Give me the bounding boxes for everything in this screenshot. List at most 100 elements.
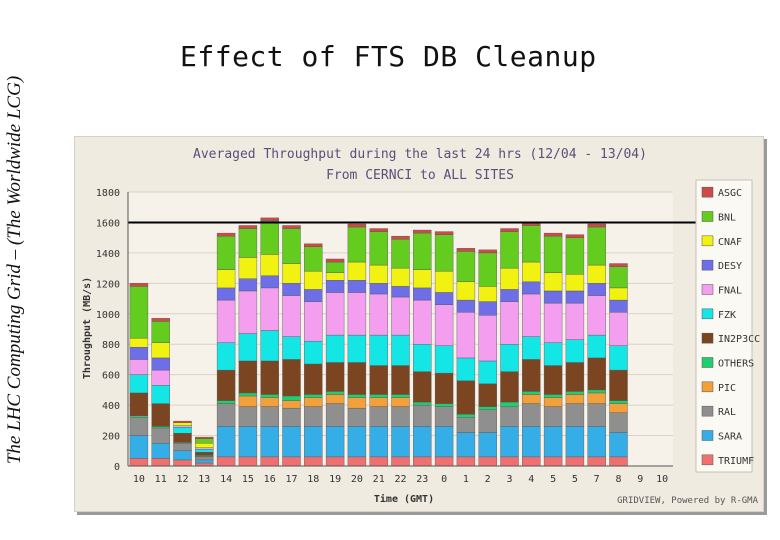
bar-segment <box>304 406 323 427</box>
bar-segment <box>369 228 388 232</box>
bar-segment <box>238 406 258 427</box>
bar-segment <box>151 403 170 427</box>
bar-segment <box>260 394 279 398</box>
legend-label: TRIUMF <box>718 456 754 467</box>
legend-label: OTHERS <box>718 359 754 370</box>
bar-segment <box>500 406 519 427</box>
bar-segment <box>609 312 628 346</box>
bar-segment <box>304 270 323 290</box>
bar-segment <box>565 391 585 395</box>
legend-swatch <box>701 454 714 466</box>
bar-segment <box>522 394 541 404</box>
bar-segment <box>151 426 170 429</box>
bar-segment <box>282 283 301 296</box>
bar-segment <box>260 397 279 407</box>
bar-segment <box>173 420 192 423</box>
bar-segment <box>522 456 541 467</box>
bar-segment <box>304 246 323 272</box>
bar-segment <box>325 280 345 293</box>
bar-segment <box>522 391 541 395</box>
legend-swatch <box>701 332 714 344</box>
chart-footer: GRIDVIEW, Powered by R-GMA <box>617 496 758 506</box>
bar-segment <box>413 401 432 406</box>
bar-segment <box>478 432 497 458</box>
bar-segment <box>500 456 519 467</box>
bar-segment <box>216 369 236 401</box>
x-tick-label: 10 <box>133 474 145 485</box>
bar-segment <box>195 449 214 453</box>
bar-segment <box>391 365 410 395</box>
bar-segment <box>413 287 432 301</box>
bar-segment <box>522 293 541 337</box>
bar-segment <box>238 426 258 458</box>
bar-segment <box>587 295 606 336</box>
bar-segment <box>238 228 258 258</box>
bar-segment <box>413 232 432 270</box>
legend-swatch <box>701 235 714 247</box>
bar-segment <box>129 283 149 287</box>
bar-segment <box>238 333 258 362</box>
bar-segment <box>325 258 345 263</box>
legend-label: IN2P3CC <box>718 334 760 345</box>
bar-segment <box>129 286 149 339</box>
bar-segment <box>216 403 236 427</box>
bar-segment <box>216 299 236 343</box>
bar-segment <box>304 340 323 365</box>
bar-segment <box>391 238 410 269</box>
bar-segment <box>260 406 279 427</box>
bar-segment <box>434 292 454 305</box>
bar-segment <box>413 371 432 403</box>
bar-segment <box>369 456 388 467</box>
chart-title: Averaged Throughput during the last 24 h… <box>193 147 647 162</box>
x-tick-label: 14 <box>220 474 232 485</box>
bar-segment <box>456 248 476 252</box>
bar-segment <box>543 235 563 273</box>
bar-segment <box>260 220 279 255</box>
bar-segment <box>587 264 606 284</box>
bar-segment <box>609 432 628 458</box>
bar-segment <box>304 394 323 398</box>
bar-segment <box>456 456 476 467</box>
bar-segment <box>478 406 497 410</box>
bar-segment <box>347 426 367 458</box>
y-tick-label: 1600 <box>96 218 120 229</box>
bar-segment <box>195 442 214 448</box>
bar-segment <box>195 456 214 461</box>
x-tick-label: 9 <box>637 474 643 485</box>
bar-segment <box>260 426 279 458</box>
bar-segment <box>238 360 258 394</box>
y-tick-label: 800 <box>102 340 120 351</box>
x-tick-label: 3 <box>506 474 512 485</box>
bar-segment <box>609 299 628 313</box>
bar-segment <box>587 226 606 266</box>
y-tick-label: 200 <box>102 432 120 443</box>
bar-segment <box>478 301 497 316</box>
bar-segment <box>587 223 606 228</box>
bar-segment <box>391 235 410 240</box>
bar-segment <box>216 400 236 404</box>
bar-segment <box>543 302 563 343</box>
bar-segment <box>347 280 367 293</box>
legend-swatch <box>701 381 714 393</box>
bar-segment <box>260 360 279 395</box>
bar-segment <box>391 397 410 407</box>
bar-segment <box>413 456 432 467</box>
x-tick-label: 23 <box>416 474 428 485</box>
bar-segment <box>325 456 345 467</box>
bar-segment <box>151 357 170 371</box>
bar-segment <box>500 371 519 403</box>
bar-segment <box>216 456 236 467</box>
bar-segment <box>543 397 563 407</box>
bar-segment <box>282 295 301 337</box>
bar-segment <box>391 334 410 366</box>
bar-segment <box>304 397 323 407</box>
legend-box <box>695 179 753 473</box>
bar-segment <box>369 394 388 398</box>
y-axis-label: Throughput (MB/s) <box>82 277 93 379</box>
bar-segment <box>325 394 345 404</box>
bar-segment <box>129 374 149 394</box>
bar-segment <box>522 281 541 295</box>
bar-segment <box>304 426 323 458</box>
bar-segment <box>173 426 192 434</box>
bar-segment <box>369 283 388 295</box>
